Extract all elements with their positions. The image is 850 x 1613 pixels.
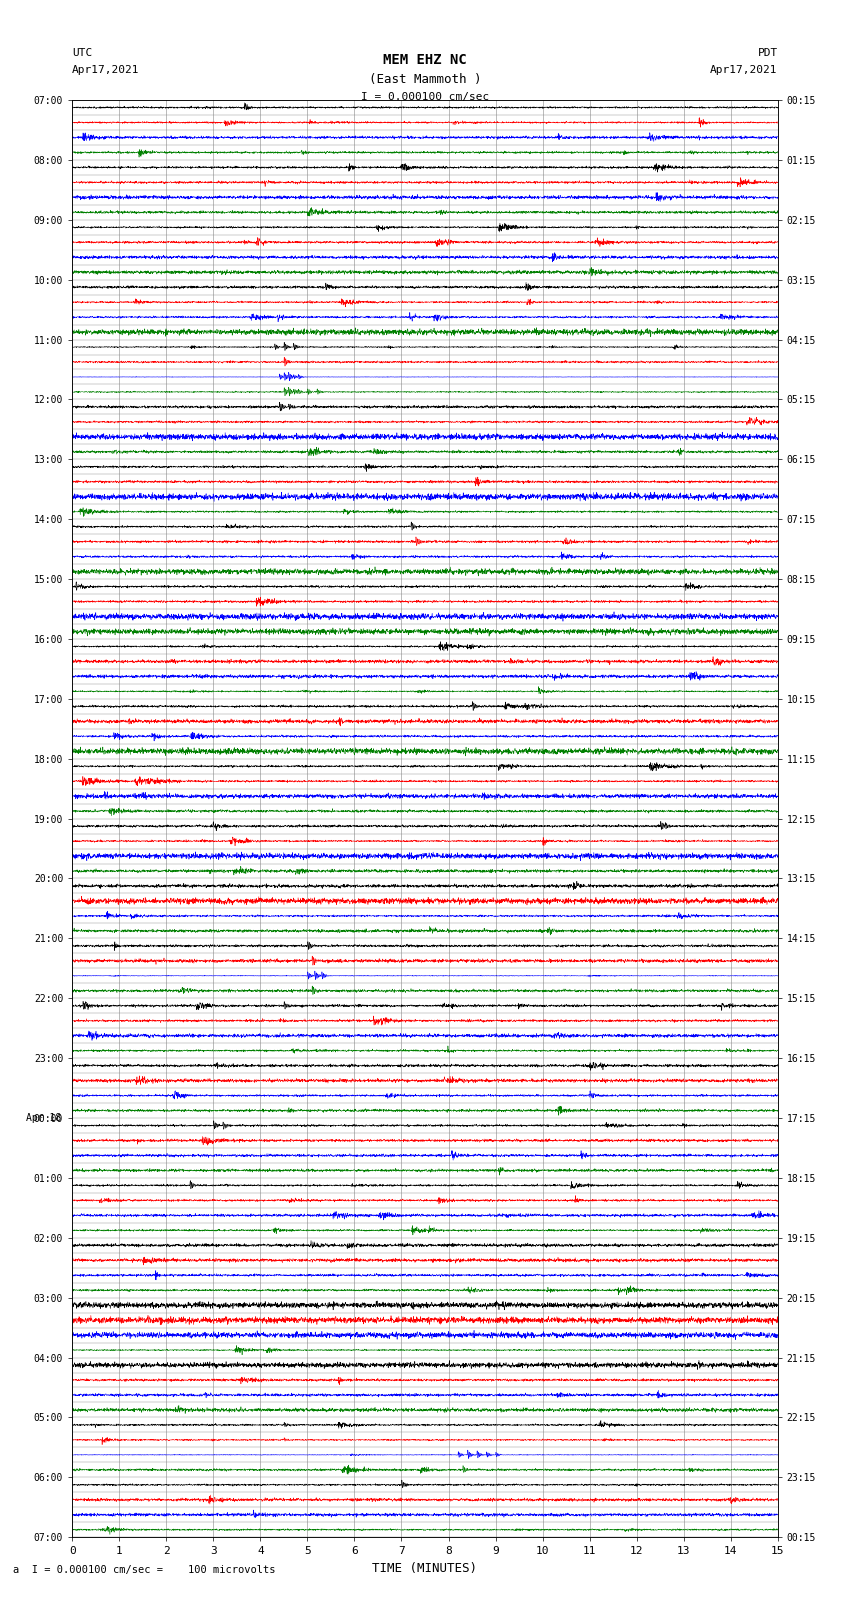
Text: UTC: UTC [72, 48, 93, 58]
X-axis label: TIME (MINUTES): TIME (MINUTES) [372, 1561, 478, 1574]
Text: Apr17,2021: Apr17,2021 [72, 65, 139, 74]
Text: PDT: PDT [757, 48, 778, 58]
Text: a  I = 0.000100 cm/sec =    100 microvolts: a I = 0.000100 cm/sec = 100 microvolts [13, 1565, 275, 1574]
Text: MEM EHZ NC: MEM EHZ NC [383, 53, 467, 68]
Text: (East Mammoth ): (East Mammoth ) [369, 73, 481, 85]
Text: I = 0.000100 cm/sec: I = 0.000100 cm/sec [361, 92, 489, 102]
Text: Apr 18: Apr 18 [26, 1113, 61, 1123]
Text: Apr17,2021: Apr17,2021 [711, 65, 778, 74]
